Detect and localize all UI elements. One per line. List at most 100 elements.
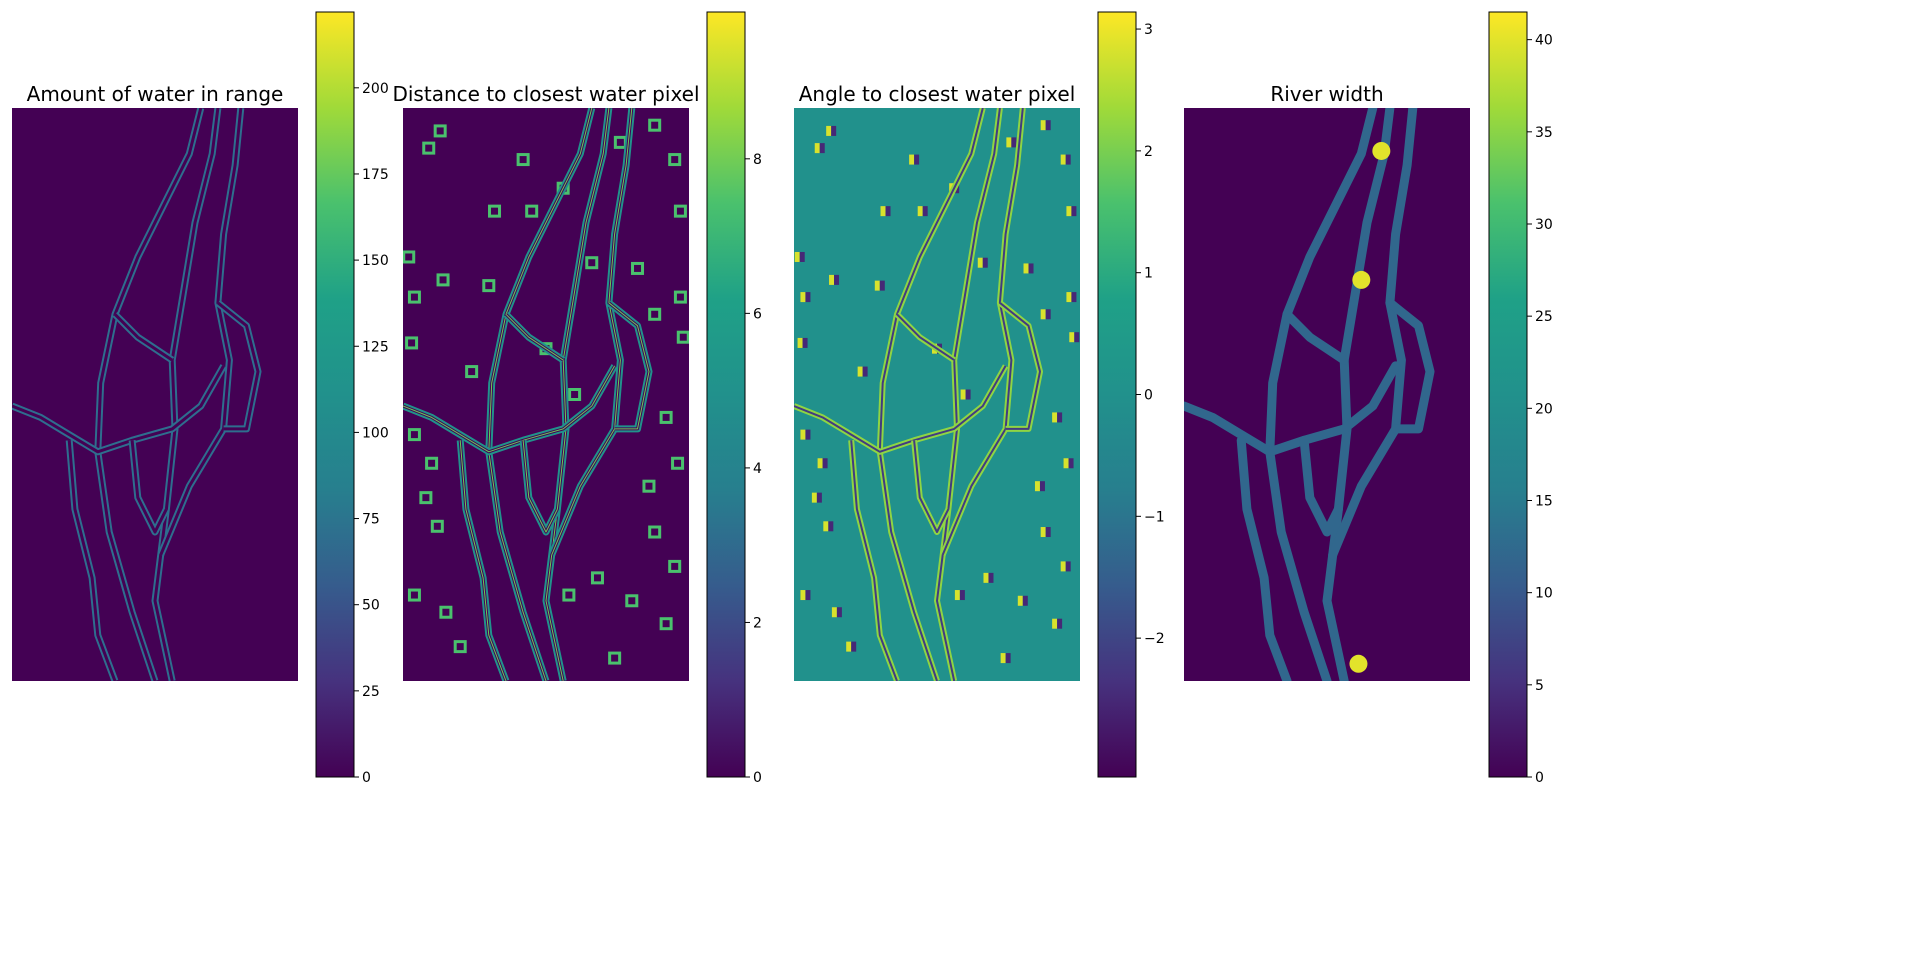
colorbar-tick-label: 2 [1144, 144, 1153, 160]
water-patch [668, 559, 682, 573]
angle-patch [797, 337, 803, 348]
angle-patch [816, 492, 822, 503]
colorbar-tick-label: 1 [1144, 266, 1153, 282]
river-channel [1236, 435, 1292, 681]
angle-patch [982, 257, 988, 268]
colorbar-tick-label: 25 [1535, 309, 1553, 325]
water-patch [407, 290, 421, 304]
water-patch [642, 479, 656, 493]
colorbar-tick-label: 20 [1535, 401, 1553, 417]
heatmap-image [794, 108, 1080, 681]
water-patch [673, 204, 687, 218]
angle-patch [1006, 137, 1012, 148]
angle-patch [817, 458, 823, 469]
heatmap-image [12, 108, 298, 681]
wide-river-spot [1349, 654, 1368, 673]
angle-patch [829, 274, 835, 285]
colorbar-tick-label: 0 [753, 770, 762, 786]
angle-patch [917, 206, 923, 217]
angle-patch [846, 641, 852, 652]
river-channel-edge [403, 365, 616, 453]
water-patch [562, 588, 576, 602]
river-channel-core [941, 108, 1024, 556]
angle-patch [879, 280, 885, 291]
angle-patch [1066, 292, 1072, 303]
water-patch [608, 651, 622, 665]
angle-patch [1071, 292, 1077, 303]
water-patch [482, 279, 496, 293]
water-patch [673, 290, 687, 304]
colorbar-tick-label: 100 [362, 425, 389, 441]
panel-title: Angle to closest water pixel [799, 82, 1076, 106]
river-channel-edge [522, 440, 558, 533]
angle-patch [1039, 481, 1045, 492]
colorbar-tick-label: 50 [362, 598, 380, 614]
angle-patch [822, 458, 828, 469]
river-channel-core [896, 313, 955, 361]
water-patch [516, 153, 530, 167]
angle-patch [819, 143, 825, 154]
angle-patch [1065, 561, 1071, 572]
river-channel [1385, 298, 1435, 434]
angle-patch [874, 280, 880, 291]
angle-patch [1040, 120, 1046, 131]
colorbar-tick-label: 175 [362, 167, 389, 183]
colorbar-tick-label: −1 [1144, 509, 1165, 525]
angle-patch [800, 429, 806, 440]
angle-patch [831, 607, 837, 618]
wide-river-spot [1352, 270, 1371, 289]
river-channel [1184, 361, 1401, 457]
angle-patch [1017, 595, 1023, 606]
panel-3: Angle to closest water pixel −2 −1 0 1 2 3 [794, 11, 1165, 778]
angle-patch [799, 251, 805, 262]
heatmap-image [1184, 108, 1470, 681]
water-patch [430, 519, 444, 533]
angle-patch [814, 143, 820, 154]
angle-patch [800, 590, 806, 601]
water-patch [407, 428, 421, 442]
angle-patch [800, 292, 806, 303]
angle-patch [1040, 309, 1046, 320]
river-channel-edge [459, 440, 507, 681]
river-channel-core [130, 440, 168, 534]
colorbar-tick-label: 125 [362, 339, 389, 355]
water-patch [433, 124, 447, 138]
water-patch [676, 330, 689, 344]
water-patch [465, 365, 479, 379]
angle-patch [1045, 527, 1051, 538]
angle-patch [914, 154, 920, 165]
river-channel-core [12, 365, 225, 454]
angle-patch [834, 274, 840, 285]
water-patch [488, 204, 502, 218]
river-channel-core [67, 440, 117, 681]
colorbar-tick-label: 35 [1535, 125, 1553, 141]
river-channel [1282, 309, 1349, 365]
angle-patch [1065, 154, 1071, 165]
angle-patch [836, 607, 842, 618]
water-patch [585, 256, 599, 270]
angle-patch [794, 251, 800, 262]
river-channel-core [159, 108, 243, 556]
water-patch [648, 307, 662, 321]
river-channel-core [878, 108, 984, 681]
water-patch [436, 273, 450, 287]
river-channel-core [216, 301, 260, 431]
river-channel-core [999, 302, 1041, 430]
angle-patch [1005, 653, 1011, 664]
river-channel-core [794, 365, 1007, 453]
panel-title: Distance to closest water pixel [392, 82, 699, 106]
river-channel [1328, 108, 1418, 560]
panel-4: River width 0 5 10 15 20 25 30 35 40 [1184, 11, 1553, 786]
water-patch [668, 153, 682, 167]
angle-patch [811, 492, 817, 503]
colorbar-tick-label: 40 [1535, 33, 1553, 49]
heatmap-image [403, 108, 689, 681]
water-patch [407, 588, 421, 602]
river-channel-edge [488, 108, 593, 681]
angle-patch [1066, 206, 1072, 217]
angle-patch [1011, 137, 1017, 148]
angle-patch [1022, 595, 1028, 606]
angle-patch [885, 206, 891, 217]
colorbar-tick-label: 30 [1535, 217, 1553, 233]
